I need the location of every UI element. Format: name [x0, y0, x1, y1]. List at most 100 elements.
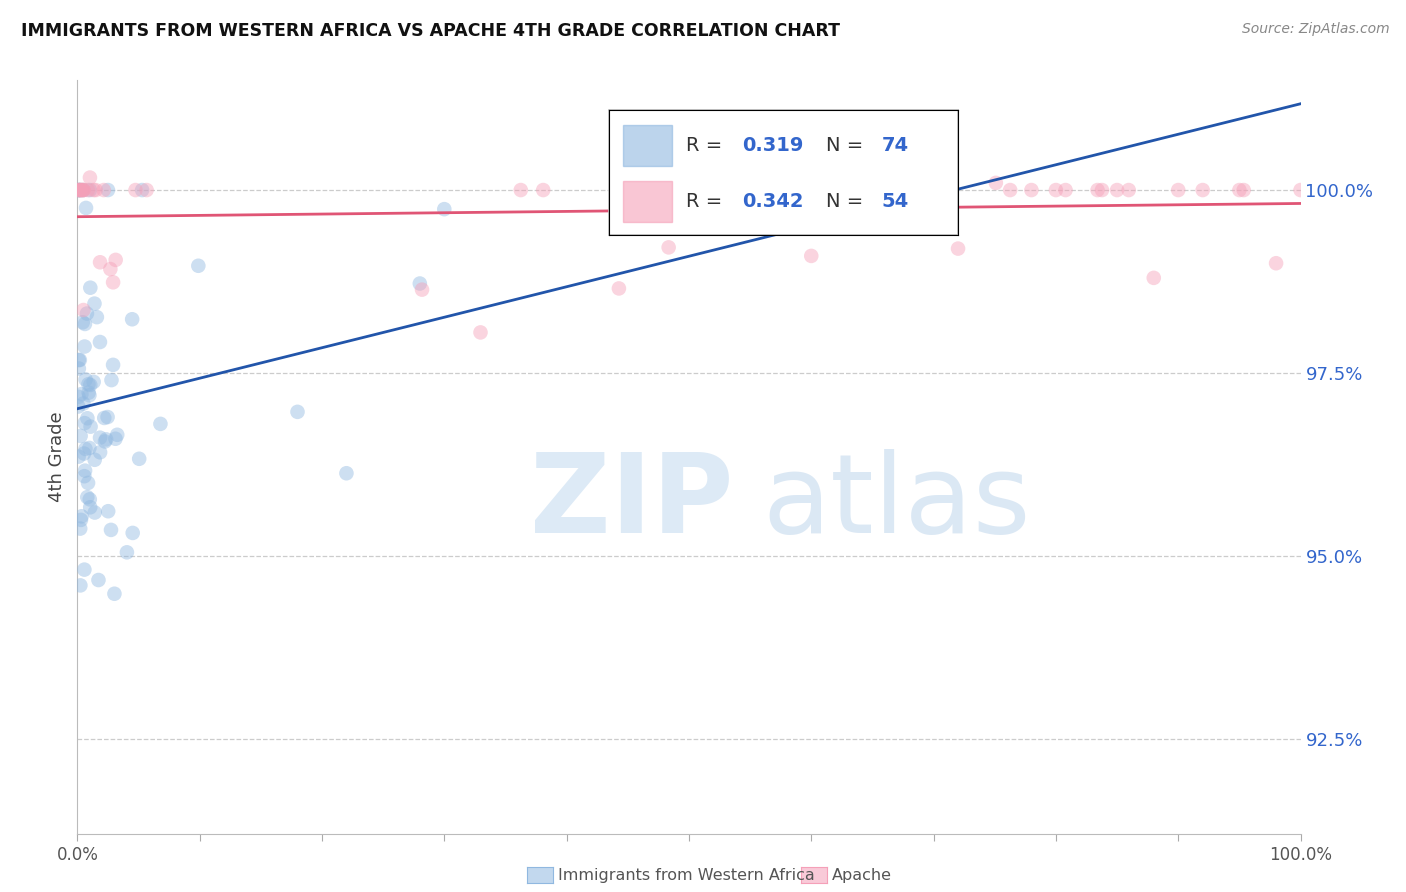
Point	[433, 202, 456, 216]
Point	[87, 573, 110, 587]
Point	[1233, 183, 1256, 197]
Point	[79, 388, 101, 402]
Point	[1107, 183, 1129, 197]
Point	[97, 410, 120, 425]
Point	[898, 183, 921, 197]
Point	[1167, 183, 1189, 197]
Point	[79, 492, 101, 507]
Point	[77, 385, 100, 400]
Point	[1229, 183, 1251, 197]
Point	[70, 513, 93, 527]
Point	[67, 183, 90, 197]
Point	[104, 432, 127, 446]
Text: ZIP: ZIP	[530, 449, 734, 556]
Point	[73, 317, 96, 331]
Point	[75, 442, 97, 456]
Point	[1118, 183, 1140, 197]
Point	[69, 578, 91, 592]
Point	[77, 377, 100, 392]
Point	[77, 475, 100, 490]
Point	[121, 312, 143, 326]
Point	[79, 419, 101, 434]
Point	[98, 262, 121, 277]
Text: Source: ZipAtlas.com: Source: ZipAtlas.com	[1241, 22, 1389, 37]
Point	[115, 545, 138, 559]
Point	[411, 283, 433, 297]
Point	[149, 417, 172, 431]
Point	[83, 296, 105, 310]
Text: Immigrants from Western Africa: Immigrants from Western Africa	[558, 868, 815, 882]
Point	[1265, 256, 1288, 270]
Point	[121, 525, 143, 540]
Point	[1143, 271, 1166, 285]
Point	[72, 183, 94, 197]
Text: Apache: Apache	[832, 868, 893, 882]
Point	[67, 183, 90, 197]
Point	[89, 334, 111, 349]
Y-axis label: 4th Grade: 4th Grade	[48, 412, 66, 502]
Point	[73, 339, 96, 353]
Point	[83, 452, 105, 467]
Point	[69, 522, 91, 536]
Point	[128, 451, 150, 466]
Point	[1087, 183, 1109, 197]
Point	[72, 183, 94, 197]
Point	[73, 563, 96, 577]
Point	[335, 467, 357, 481]
Point	[124, 183, 146, 197]
Point	[79, 441, 101, 455]
Point	[83, 375, 105, 389]
Point	[83, 183, 105, 197]
Point	[1191, 183, 1213, 197]
Point	[67, 353, 90, 368]
Point	[100, 523, 122, 537]
Point	[794, 183, 817, 197]
Point	[103, 587, 125, 601]
Point	[740, 183, 762, 197]
Point	[89, 255, 111, 269]
Point	[67, 450, 90, 464]
Point	[70, 183, 93, 197]
Point	[69, 183, 91, 197]
Point	[1091, 183, 1114, 197]
Point	[187, 259, 209, 273]
Point	[700, 183, 723, 197]
Point	[69, 353, 91, 368]
Point	[72, 183, 94, 197]
Point	[658, 240, 681, 254]
Point	[69, 183, 91, 197]
Point	[76, 411, 98, 425]
Point	[1045, 183, 1067, 197]
Point	[630, 183, 652, 197]
Point	[97, 504, 120, 518]
Point	[89, 431, 111, 445]
Point	[67, 361, 90, 376]
Point	[76, 490, 98, 504]
Point	[409, 277, 432, 291]
Point	[93, 183, 115, 197]
Point	[135, 183, 157, 197]
Point	[104, 252, 127, 267]
Point	[86, 310, 108, 325]
Point	[849, 213, 872, 227]
Point	[73, 446, 96, 460]
Point	[734, 183, 756, 197]
Point	[73, 464, 96, 478]
Point	[67, 390, 90, 404]
Point	[718, 183, 741, 197]
Point	[69, 429, 91, 443]
Point	[67, 400, 90, 414]
Point	[73, 469, 96, 483]
Point	[998, 183, 1021, 197]
Point	[946, 242, 969, 256]
Point	[72, 396, 94, 410]
Point	[800, 249, 823, 263]
Point	[1021, 183, 1043, 197]
Text: IMMIGRANTS FROM WESTERN AFRICA VS APACHE 4TH GRADE CORRELATION CHART: IMMIGRANTS FROM WESTERN AFRICA VS APACHE…	[21, 22, 841, 40]
Point	[72, 303, 94, 318]
Point	[77, 183, 100, 197]
Point	[70, 387, 93, 401]
Point	[67, 183, 90, 197]
Point	[94, 433, 117, 447]
Point	[75, 372, 97, 386]
